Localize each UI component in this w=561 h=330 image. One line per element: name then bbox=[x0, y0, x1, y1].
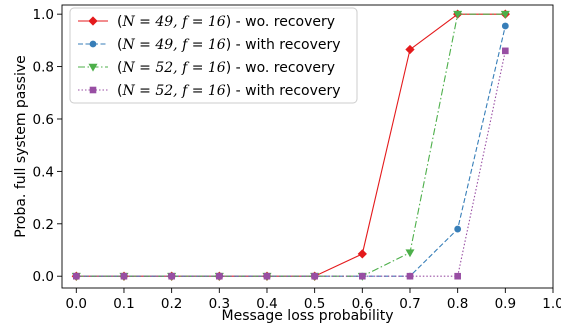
y-axis: 0.0 0.2 0.4 0.6 0.8 1.0 bbox=[33, 7, 62, 285]
legend-label: (N = 52, f = 16) - with recovery bbox=[117, 83, 341, 99]
series-4 bbox=[73, 47, 509, 280]
legend-marker bbox=[89, 86, 97, 94]
x-tick-label: 0.5 bbox=[304, 296, 325, 312]
data-point bbox=[453, 10, 463, 19]
legend-label-math: N = 52, f = 16 bbox=[121, 60, 225, 76]
x-tick-label: 0.3 bbox=[209, 296, 230, 312]
legend-label: (N = 49, f = 16) - wo. recovery bbox=[117, 14, 335, 30]
data-point bbox=[216, 272, 223, 280]
legend-entry: (N = 49, f = 16) - wo. recovery bbox=[78, 14, 335, 30]
x-axis: 0.0 0.1 0.2 0.3 0.4 0.5 0.6 0.7 0.8 0.9 1.0 bbox=[66, 288, 561, 312]
data-point bbox=[454, 225, 462, 233]
data-point bbox=[406, 272, 414, 280]
y-tick-label: 0.0 bbox=[33, 269, 54, 285]
data-point bbox=[357, 249, 367, 259]
data-point bbox=[359, 272, 366, 280]
data-point bbox=[311, 272, 318, 280]
y-tick-label: 0.2 bbox=[33, 217, 54, 233]
x-tick-label: 0.9 bbox=[495, 296, 516, 312]
data-point bbox=[168, 272, 175, 280]
legend-label: (N = 52, f = 16) - wo. recovery bbox=[117, 60, 335, 76]
legend-label-prefix: ( bbox=[117, 14, 122, 30]
data-point bbox=[501, 22, 509, 30]
data-point bbox=[405, 44, 415, 55]
legend: (N = 49, f = 16) - wo. recovery(N = 49, … bbox=[69, 7, 358, 104]
legend-label-math: N = 49, f = 16 bbox=[121, 37, 225, 53]
legend-marker bbox=[88, 16, 98, 26]
legend-label-suffix: ) - with recovery bbox=[226, 83, 341, 99]
y-tick-label: 0.4 bbox=[33, 164, 54, 180]
series-line bbox=[76, 50, 506, 277]
legend-label-math: N = 52, f = 16 bbox=[121, 83, 225, 99]
legend-label-prefix: ( bbox=[117, 60, 122, 76]
data-point bbox=[263, 272, 271, 280]
data-point bbox=[500, 10, 510, 19]
legend-label-prefix: ( bbox=[117, 37, 122, 53]
x-tick-label: 0.2 bbox=[161, 296, 182, 312]
legend-label-suffix: ) - wo. recovery bbox=[226, 14, 335, 30]
y-axis-label: Proba. full system passive bbox=[13, 55, 29, 238]
y-tick-label: 0.6 bbox=[33, 112, 54, 128]
x-axis-label: Message loss probability bbox=[222, 308, 394, 324]
x-tick-label: 0.7 bbox=[399, 296, 420, 312]
legend-marker bbox=[88, 63, 98, 72]
legend-label-prefix: ( bbox=[117, 83, 122, 99]
x-tick-label: 0.0 bbox=[66, 296, 87, 312]
x-tick-label: 0.1 bbox=[113, 296, 134, 312]
x-tick-label: 1.0 bbox=[542, 296, 561, 312]
legend-box bbox=[69, 7, 358, 104]
legend-entry: (N = 52, f = 16) - wo. recovery bbox=[78, 60, 335, 76]
x-tick-label: 0.8 bbox=[447, 296, 468, 312]
data-point bbox=[120, 272, 128, 280]
data-point bbox=[73, 272, 80, 280]
y-tick-label: 0.8 bbox=[33, 60, 54, 76]
legend-label-suffix: ) - wo. recovery bbox=[226, 60, 335, 76]
legend-label-suffix: ) - with recovery bbox=[226, 37, 341, 53]
y-tick-label: 1.0 bbox=[33, 7, 54, 23]
series-layer bbox=[71, 9, 510, 281]
plot-area-frame bbox=[61, 4, 554, 289]
series-line bbox=[76, 13, 506, 277]
legend-label-math: N = 49, f = 16 bbox=[121, 14, 225, 30]
data-point bbox=[405, 249, 415, 258]
legend-entry: (N = 49, f = 16) - with recovery bbox=[78, 37, 341, 53]
x-tick-label: 0.6 bbox=[352, 296, 373, 312]
legend-entry: (N = 52, f = 16) - with recovery bbox=[78, 83, 341, 99]
legend-marker bbox=[89, 40, 97, 48]
x-tick-label: 0.4 bbox=[256, 296, 277, 312]
legend-label: (N = 49, f = 16) - with recovery bbox=[117, 37, 341, 53]
data-point bbox=[502, 47, 509, 55]
data-point bbox=[454, 272, 461, 280]
